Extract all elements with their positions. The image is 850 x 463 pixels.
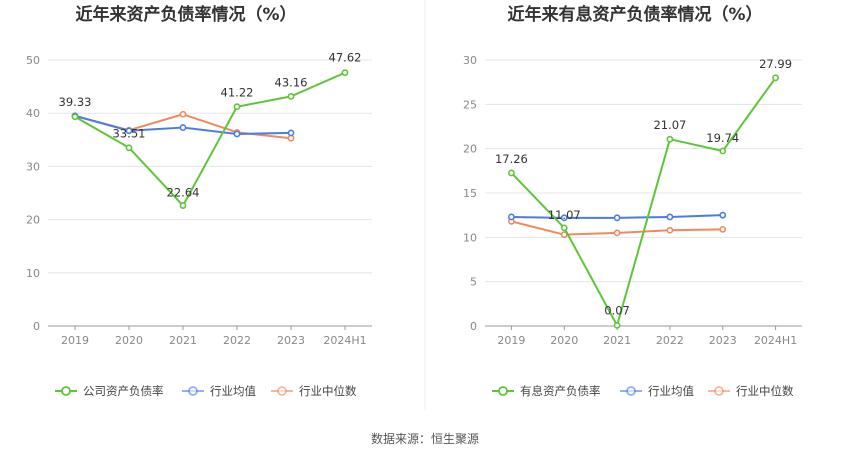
y-tick-label: 20 xyxy=(26,214,40,227)
data-label: 0.07 xyxy=(604,303,630,317)
y-tick-label: 0 xyxy=(33,320,40,333)
data-point-company xyxy=(287,92,295,100)
y-tick-label: 25 xyxy=(463,98,477,111)
chart-title: 近年来资产负债率情况（%） xyxy=(75,4,296,25)
data-label: 17.26 xyxy=(495,152,528,166)
y-tick-label: 20 xyxy=(463,143,477,156)
data-point-company xyxy=(233,103,241,111)
data-label: 27.99 xyxy=(759,57,792,71)
chart-title: 近年来有息资产负债率情况（%） xyxy=(507,4,762,25)
legend-item-company: 有息资产负债率 xyxy=(492,384,601,398)
y-tick-label: 15 xyxy=(463,187,477,200)
data-point-industry-median xyxy=(287,134,295,142)
legend-label: 公司资产负债率 xyxy=(83,384,164,398)
x-tick-label: 2023 xyxy=(709,334,737,347)
legend-label: 行业均值 xyxy=(648,384,694,398)
x-tick-label: 2024H1 xyxy=(754,334,797,347)
y-tick-label: 30 xyxy=(26,160,40,173)
data-point-industry-avg xyxy=(179,124,187,131)
legend-item-industry-avg: 行业均值 xyxy=(182,384,256,398)
y-tick-label: 10 xyxy=(463,231,477,244)
x-tick-label: 2020 xyxy=(550,334,578,347)
legend-label: 行业中位数 xyxy=(736,384,794,398)
data-point-industry-median xyxy=(666,226,674,234)
chart-interest-bearing-liability: 近年来有息资产负债率情况（%） 0 5 10 15 20 25 30 2019 2020 2021 2… xyxy=(463,4,802,398)
legend-swatch-marker xyxy=(714,386,724,396)
data-label: 39.33 xyxy=(59,95,92,109)
y-tick-label: 40 xyxy=(26,107,40,120)
data-point-industry-avg xyxy=(560,214,568,222)
data-label: 19.74 xyxy=(706,131,739,145)
data-point-industry-avg xyxy=(233,130,241,138)
data-label: 43.16 xyxy=(275,75,308,89)
data-point-industry-median xyxy=(719,225,727,233)
data-point-company xyxy=(772,74,779,82)
y-tick-label: 50 xyxy=(26,54,40,67)
data-point-company xyxy=(613,321,621,329)
y-tick-label: 30 xyxy=(463,54,477,67)
data-point-company xyxy=(560,224,568,232)
chart-asset-liability: 近年来资产负债率情况（%） 0 10 20 30 40 50 2019 2020 2021 2022… xyxy=(26,4,372,398)
data-point-company xyxy=(508,169,515,177)
data-point-company xyxy=(71,113,79,121)
x-tick-label: 2019 xyxy=(61,334,89,347)
data-point-industry-avg xyxy=(287,129,295,137)
x-tick-label: 2022 xyxy=(656,334,684,347)
data-point-industry-median xyxy=(613,229,621,237)
x-tick-label: 2020 xyxy=(115,334,143,347)
legend-item-industry-median: 行业中位数 xyxy=(271,384,357,398)
legend-swatch-marker xyxy=(498,386,508,396)
legend-swatch-marker xyxy=(277,386,287,396)
legend-item-industry-median: 行业中位数 xyxy=(708,384,794,398)
y-tick-label: 5 xyxy=(470,276,477,289)
data-label: 21.07 xyxy=(653,118,686,132)
data-point-company xyxy=(719,147,727,155)
data-label: 22.64 xyxy=(167,186,200,200)
data-point-company xyxy=(341,69,349,77)
data-label: 33.51 xyxy=(113,127,146,141)
data-label: 47.62 xyxy=(329,51,362,65)
data-point-industry-avg xyxy=(508,213,515,221)
legend-swatch-marker xyxy=(626,386,636,396)
y-tick-label: 10 xyxy=(26,267,40,280)
series-line-company xyxy=(510,77,777,327)
y-tick-label: 0 xyxy=(470,320,477,333)
x-tick-label: 2022 xyxy=(223,334,251,347)
legend-swatch-marker xyxy=(61,386,71,396)
legend-label: 行业中位数 xyxy=(299,384,357,398)
x-tick-label: 2021 xyxy=(603,334,631,347)
source-note: 数据来源：恒生聚源 xyxy=(371,431,479,446)
data-point-industry-avg xyxy=(125,127,133,135)
legend-item-company: 公司资产负债率 xyxy=(55,384,164,398)
x-tick-label: 2023 xyxy=(277,334,305,347)
x-tick-label: 2019 xyxy=(497,334,525,347)
data-point-industry-median xyxy=(179,110,187,118)
x-tick-label: 2021 xyxy=(169,334,197,347)
data-label: 11.07 xyxy=(548,208,581,222)
legend-swatch-marker xyxy=(188,386,198,396)
data-point-company xyxy=(125,144,133,152)
legend-item-industry-avg: 行业均值 xyxy=(620,384,694,398)
data-point-company xyxy=(179,202,187,209)
data-point-industry-avg xyxy=(613,214,621,222)
legend-label: 行业均值 xyxy=(210,384,256,398)
legend-label: 有息资产负债率 xyxy=(520,384,601,398)
series-line-company xyxy=(74,71,346,207)
data-point-industry-avg xyxy=(719,211,727,219)
x-tick-label: 2024H1 xyxy=(323,334,366,347)
data-point-industry-avg xyxy=(666,213,674,221)
data-label: 41.22 xyxy=(221,86,254,100)
data-point-company xyxy=(666,135,674,143)
